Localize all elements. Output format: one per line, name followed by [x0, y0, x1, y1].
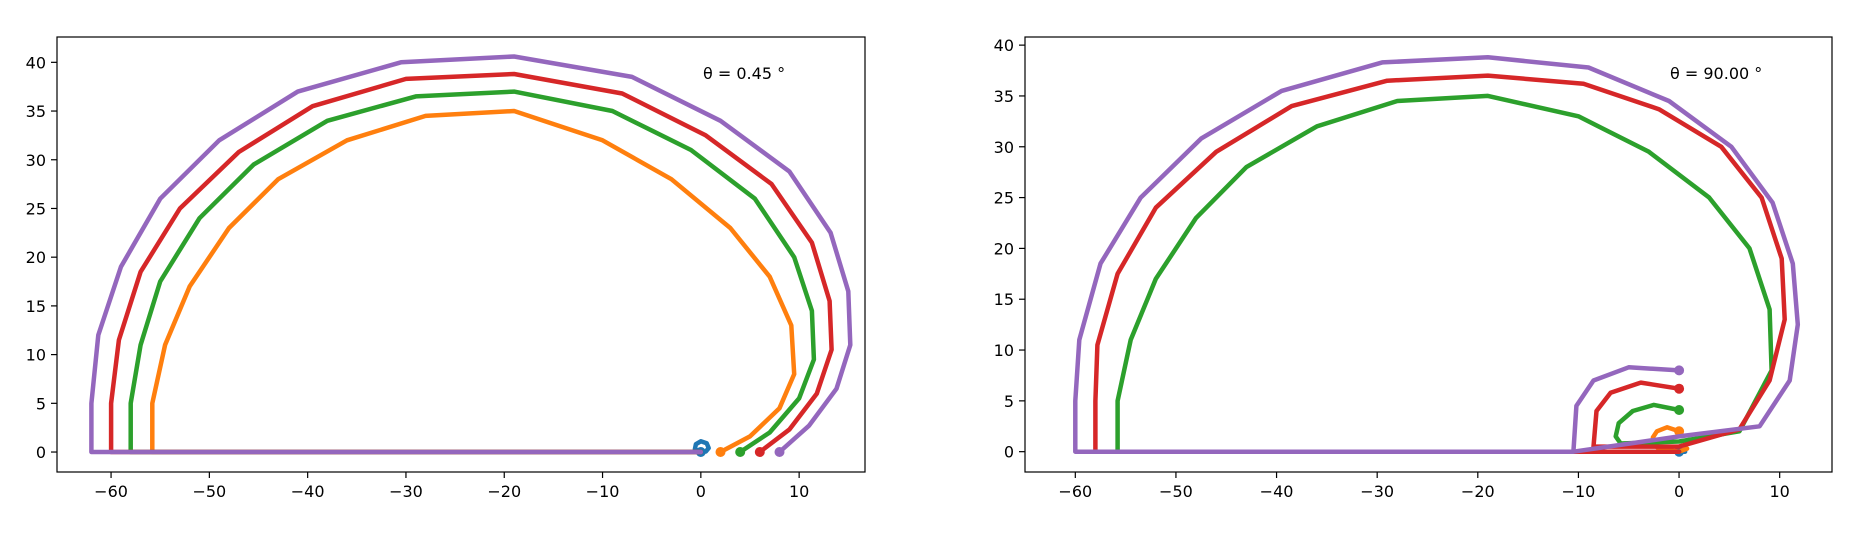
left-y-tick-label: 20	[26, 248, 46, 267]
left-series-green-endpoint	[735, 447, 746, 457]
left-x-tick-label: 0	[696, 482, 706, 501]
left-series-purple-endpoint	[774, 447, 785, 457]
right-x-tick-label: −60	[1058, 482, 1092, 501]
right-x-tick-label: 0	[1674, 482, 1684, 501]
right-y-tick-label: 5	[1004, 392, 1014, 411]
right-series-red-endpoint	[1674, 383, 1685, 394]
left-x-tick-label: −60	[94, 482, 128, 501]
left-series-purple-line	[89, 54, 853, 455]
right-y-tick-label: 25	[994, 189, 1014, 208]
right-series-green-endpoint	[1674, 405, 1685, 415]
left-axes-frame	[56, 36, 866, 473]
right-series-purple-line	[1073, 55, 1801, 454]
right-theta-annotation: θ = 90.00 °	[1670, 64, 1762, 83]
left-x-tick-label: 10	[789, 482, 809, 501]
right-x-tick-label: −20	[1461, 482, 1495, 501]
left-series-orange-line	[150, 108, 797, 455]
left-subplot: −60 −50 −40 −30 −20 −10 0 10 0 5 10 15 20 25 30 35 40 θ…	[26, 36, 866, 501]
right-y-tick-label: 40	[994, 36, 1014, 55]
right-y-tick-label: 15	[994, 290, 1014, 309]
left-plot-area	[89, 54, 853, 457]
left-x-tick-label: −20	[487, 482, 521, 501]
right-y-tick-label: 35	[994, 87, 1014, 106]
right-plot-area	[1073, 55, 1801, 457]
left-y-axis: 0 5 10 15 20 25 30 35 40	[26, 53, 57, 462]
right-x-tick-label: 10	[1769, 482, 1789, 501]
left-y-tick-label: 5	[36, 394, 46, 413]
right-x-axis: −60 −50 −40 −30 −20 −10 0 10	[1058, 472, 1790, 501]
left-series-red-endpoint	[754, 447, 765, 457]
left-y-tick-label: 30	[26, 151, 46, 170]
left-y-tick-label: 15	[26, 297, 46, 316]
right-y-tick-label: 10	[994, 341, 1014, 360]
left-theta-annotation: θ = 0.45 °	[703, 64, 785, 83]
right-y-tick-label: 0	[1004, 443, 1014, 462]
left-series-red-line	[108, 71, 834, 455]
right-x-tick-label: −30	[1360, 482, 1394, 501]
right-x-tick-label: −10	[1562, 482, 1596, 501]
right-x-tick-label: −40	[1260, 482, 1294, 501]
left-y-tick-label: 25	[26, 199, 46, 218]
right-x-tick-label: −50	[1159, 482, 1193, 501]
left-y-tick-label: 10	[26, 346, 46, 365]
left-x-axis: −60 −50 −40 −30 −20 −10 0 10	[94, 472, 809, 501]
right-y-tick-label: 20	[994, 239, 1014, 258]
right-series-green-line	[1115, 93, 1774, 454]
left-series-orange-endpoint	[715, 447, 726, 457]
left-x-tick-label: −10	[586, 482, 620, 501]
left-x-tick-label: −50	[192, 482, 226, 501]
left-y-tick-label: 40	[26, 53, 46, 72]
left-series-green-line	[128, 89, 817, 455]
right-y-axis: 0 5 10 15 20 25 30 35 40	[994, 36, 1025, 462]
right-subplot: −60 −50 −40 −30 −20 −10 0 10 0 5 10 15 20 25 30 35 40 θ…	[994, 36, 1833, 501]
left-x-tick-label: −30	[389, 482, 423, 501]
right-series-orange-endpoint	[1674, 426, 1685, 437]
right-axes-frame	[1024, 36, 1833, 473]
right-y-tick-label: 30	[994, 138, 1014, 157]
right-series-red-line	[1093, 73, 1787, 454]
left-series-blue-line	[692, 439, 711, 455]
right-series-purple-endpoint	[1674, 365, 1685, 376]
left-x-tick-label: −40	[291, 482, 325, 501]
left-y-tick-label: 0	[36, 443, 46, 462]
left-y-tick-label: 35	[26, 102, 46, 121]
